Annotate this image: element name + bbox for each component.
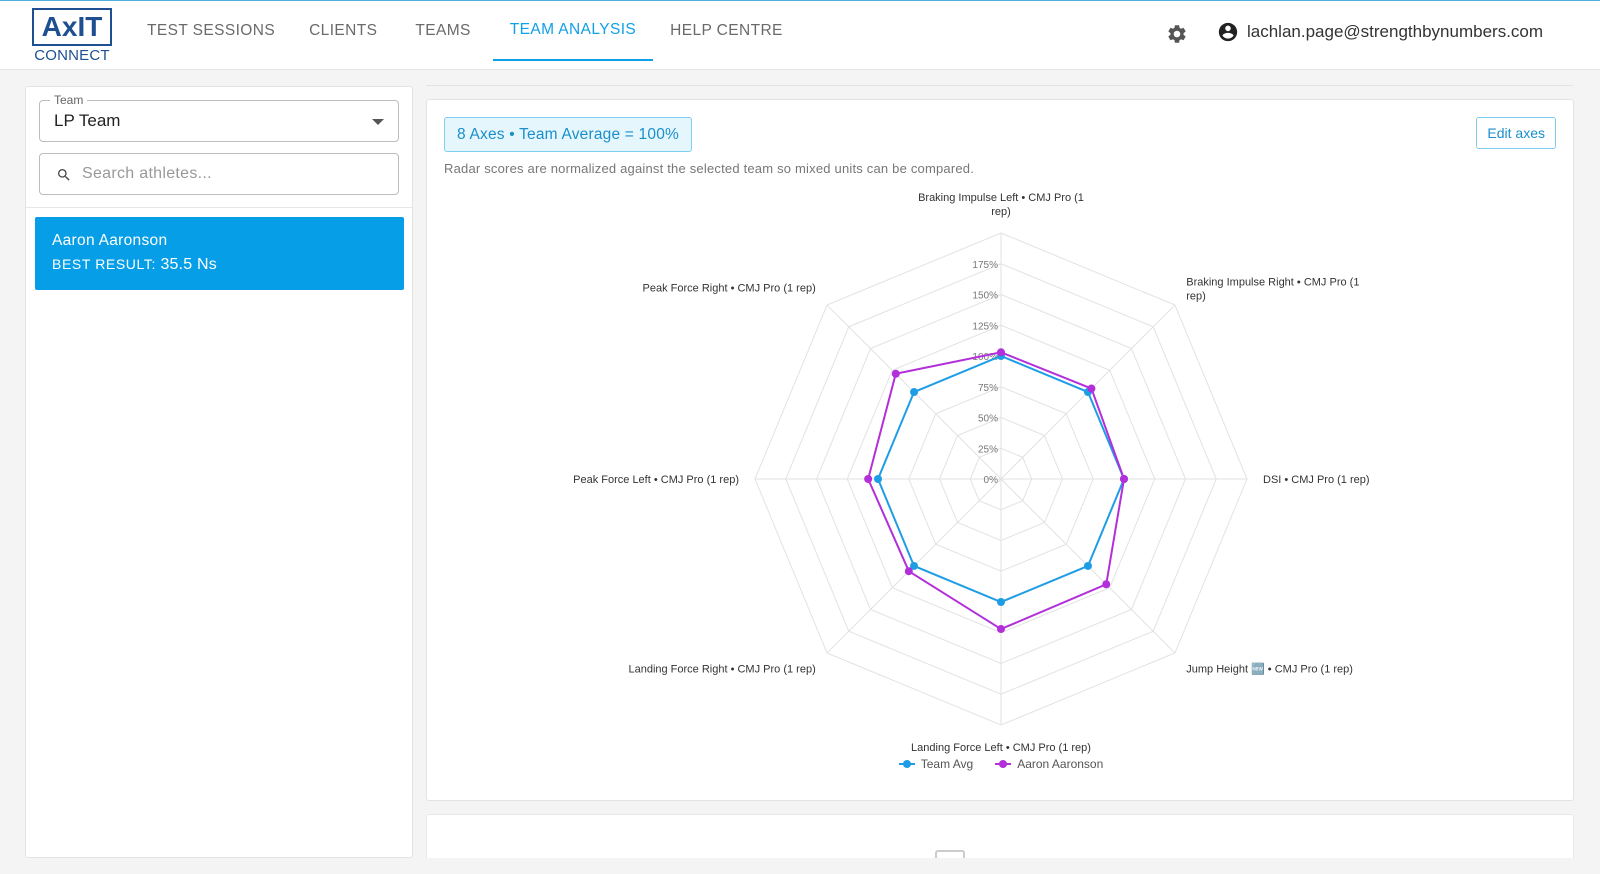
axit-logo[interactable]: AxIT CONNECT <box>32 8 112 64</box>
chart-legend: Team Avg Aaron Aaronson <box>427 757 1575 771</box>
axis-label-5: Landing Force Right • CMJ Pro (1 rep) <box>628 663 815 675</box>
athlete-name: Aaron Aaronson <box>52 232 168 249</box>
nav-teams[interactable]: TEAMS <box>415 22 471 39</box>
series-0-point-7 <box>910 388 919 397</box>
axis-label-1: Braking Impulse Right • CMJ Pro (1 rep) <box>1186 277 1359 303</box>
tick-label: 75% <box>978 383 998 394</box>
chevron-down-icon[interactable] <box>372 119 384 125</box>
axis-label-4: Landing Force Left • CMJ Pro (1 rep) <box>911 742 1091 754</box>
series-1-point-0 <box>997 348 1005 357</box>
gear-icon[interactable] <box>1166 23 1188 45</box>
series-1-point-2 <box>1120 475 1128 483</box>
axis-label-0: Braking Impulse Left • CMJ Pro (1 rep) <box>918 192 1084 218</box>
normalization-note: Radar scores are normalized against the … <box>444 161 975 176</box>
series-0-point-3 <box>1083 561 1092 570</box>
panel-top-divider <box>426 85 1573 86</box>
athlete-search <box>39 153 399 195</box>
nav-help-centre[interactable]: HELP CENTRE <box>670 22 783 39</box>
legend-swatch-athlete <box>995 759 1012 769</box>
best-result-value: 35.5 Ns <box>160 256 217 273</box>
athlete-list-item[interactable]: Aaron Aaronson BEST RESULT: 35.5 Ns <box>35 217 404 290</box>
athlete-sidebar: Team LP Team Aaron Aaronson BEST RESULT:… <box>25 86 413 858</box>
team-select-label: Team <box>50 93 88 107</box>
user-menu[interactable]: lachlan.page@strengthbynumbers.com <box>1217 21 1543 43</box>
team-select-value: LP Team <box>54 111 121 130</box>
series-1-point-5 <box>904 567 913 576</box>
legend-item-team-avg[interactable]: Team Avg <box>898 757 974 771</box>
series-1-point-3 <box>1102 580 1111 589</box>
team-select[interactable]: Team LP Team <box>39 93 399 142</box>
logo-subtitle: CONNECT <box>34 47 110 64</box>
nav-team-analysis[interactable]: TEAM ANALYSIS <box>492 1 654 61</box>
tick-label: 150% <box>972 291 998 302</box>
athlete-best-result: BEST RESULT: 35.5 Ns <box>52 256 387 274</box>
radar-chart: 0% 25% 50% 75% 100% 125% 150% 175% Braking Impul… <box>573 192 1370 754</box>
top-nav-bar: AxIT CONNECT TEST SESSIONS CLIENTS TEAMS… <box>0 0 1600 70</box>
tick-label: 0% <box>984 475 999 486</box>
legend-swatch-team-avg <box>898 759 915 769</box>
tick-label: 100% <box>972 352 998 363</box>
user-email: lachlan.page@strengthbynumbers.com <box>1247 22 1544 41</box>
tick-label: 25% <box>978 444 998 455</box>
best-result-label: BEST RESULT: <box>52 256 156 272</box>
series-1-point-7 <box>891 369 900 378</box>
nav-test-sessions[interactable]: TEST SESSIONS <box>147 22 276 39</box>
page-bottom-edge <box>0 858 1600 874</box>
tick-label: 125% <box>972 321 998 332</box>
edit-axes-button[interactable]: Edit axes <box>1476 117 1556 149</box>
nav-clients[interactable]: CLIENTS <box>309 22 378 39</box>
search-input[interactable] <box>82 161 382 187</box>
tick-label: 50% <box>978 414 998 425</box>
axis-label-2: DSI • CMJ Pro (1 rep) <box>1263 474 1370 486</box>
sidebar-divider <box>26 207 412 208</box>
series-0-point-5 <box>910 561 919 570</box>
axis-label-3: Jump Height 🆕 • CMJ Pro (1 rep) <box>1186 662 1353 675</box>
series-0-point-4 <box>997 598 1005 606</box>
logo-mark: AxIT <box>32 8 112 46</box>
legend-label-athlete: Aaron Aaronson <box>1017 757 1104 771</box>
main-nav: TEST SESSIONS CLIENTS TEAMS TEAM ANALYSI… <box>130 1 800 71</box>
axes-summary-chip: 8 Axes • Team Average = 100% <box>444 117 693 152</box>
series-0-point-6 <box>874 475 882 483</box>
series-1-point-1 <box>1087 384 1096 393</box>
radar-chart-panel: 0% 25% 50% 75% 100% 125% 150% 175% Braking Impul… <box>426 99 1574 801</box>
tick-label: 175% <box>972 260 998 271</box>
legend-label-team-avg: Team Avg <box>920 757 974 771</box>
search-icon <box>58 169 70 181</box>
account-circle-icon <box>1218 22 1238 42</box>
axis-label-7: Peak Force Right • CMJ Pro (1 rep) <box>643 283 816 295</box>
axis-label-6: Peak Force Left • CMJ Pro (1 rep) <box>573 474 739 486</box>
legend-item-athlete[interactable]: Aaron Aaronson <box>995 757 1103 771</box>
series-1-point-4 <box>997 625 1005 634</box>
series-1-point-6 <box>864 475 873 483</box>
